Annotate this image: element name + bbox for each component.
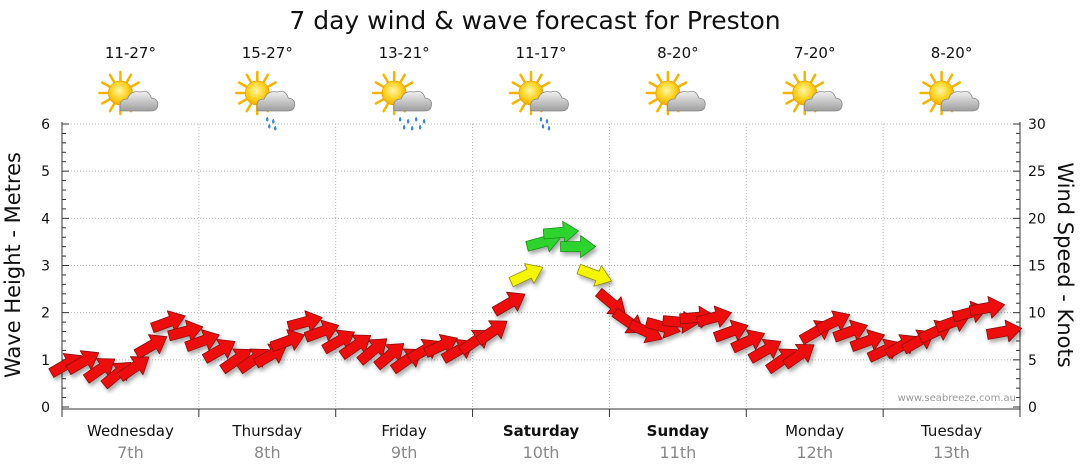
left-tick-label: 5 bbox=[41, 164, 50, 180]
left-axis-ticks: 0 1 2 3 4 5 6 bbox=[41, 117, 69, 416]
wind-arrow bbox=[576, 263, 613, 287]
wind-arrow bbox=[82, 358, 116, 384]
left-tick-label: 6 bbox=[41, 117, 50, 133]
partly-cloudy-icon bbox=[645, 70, 706, 116]
wind-arrow bbox=[560, 235, 596, 259]
temperature-range: 8-20° bbox=[657, 44, 699, 62]
wind-arrow bbox=[475, 320, 508, 346]
day-name-label: Saturday bbox=[503, 422, 580, 440]
day-name-label: Thursday bbox=[231, 422, 302, 440]
temperature-range: 11-27° bbox=[105, 44, 156, 62]
partly-cloudy-icon bbox=[919, 70, 980, 116]
right-tick-label: 10 bbox=[1028, 306, 1046, 322]
partly-cloudy-icon bbox=[98, 70, 159, 116]
left-axis-title: Wave Height - Metres bbox=[1, 152, 25, 378]
right-tick-label: 15 bbox=[1028, 259, 1046, 275]
wind-arrow bbox=[133, 334, 168, 359]
left-tick-label: 2 bbox=[41, 306, 50, 322]
partly-cloudy-icon bbox=[782, 70, 843, 116]
wind-arrow bbox=[65, 350, 100, 375]
temperature-range: 8-20° bbox=[931, 44, 973, 62]
right-axis-title: Wind Speed - Knots bbox=[1053, 162, 1077, 367]
day-date-label: 10th bbox=[523, 443, 560, 462]
wind-arrow bbox=[985, 319, 1023, 343]
wind-arrow-series bbox=[48, 220, 1023, 390]
temperature-range: 7-20° bbox=[794, 44, 836, 62]
temperature-range: 15-27° bbox=[242, 44, 293, 62]
day-date-label: 13th bbox=[933, 443, 970, 462]
left-tick-label: 0 bbox=[41, 400, 50, 416]
day-date-label: 11th bbox=[659, 443, 696, 462]
day-date-label: 12th bbox=[796, 443, 833, 462]
wind-arrow bbox=[508, 263, 544, 288]
day-name-label: Wednesday bbox=[87, 422, 174, 440]
wind-arrow bbox=[167, 319, 204, 342]
right-axis-ticks: 0 5 10 15 20 25 30 bbox=[1013, 117, 1046, 416]
rain-icon bbox=[371, 70, 432, 131]
left-tick-label: 4 bbox=[41, 211, 50, 227]
wind-arrow bbox=[269, 329, 306, 352]
wind-arrow bbox=[286, 310, 323, 333]
right-tick-label: 0 bbox=[1028, 400, 1037, 416]
wind-arrow bbox=[713, 319, 749, 343]
wind-arrow bbox=[782, 343, 815, 370]
day-date-label: 7th bbox=[117, 443, 144, 462]
wind-arrow bbox=[542, 220, 579, 244]
wind-arrow bbox=[303, 319, 340, 343]
chart-title: 7 day wind & wave forecast for Preston bbox=[289, 6, 780, 35]
wind-arrow bbox=[321, 329, 355, 355]
wind-arrow bbox=[117, 356, 150, 382]
showers-icon bbox=[508, 70, 569, 131]
day-labels: Wednesday 7th Thursday 8th Friday 9th Saturday… bbox=[87, 422, 982, 462]
showers-icon bbox=[235, 70, 296, 131]
left-tick-label: 3 bbox=[41, 259, 50, 275]
temperature-range: 11-17° bbox=[515, 44, 566, 62]
grid-lines bbox=[62, 123, 1020, 407]
wind-arrow bbox=[491, 291, 526, 317]
right-tick-label: 20 bbox=[1028, 211, 1046, 227]
right-tick-label: 30 bbox=[1028, 117, 1046, 133]
day-date-label: 9th bbox=[391, 443, 418, 462]
left-tick-label: 1 bbox=[41, 353, 50, 369]
wind-arrow bbox=[338, 334, 372, 360]
day-name-label: Monday bbox=[785, 422, 844, 440]
wind-arrow bbox=[373, 343, 405, 371]
right-tick-label: 5 bbox=[1028, 353, 1037, 369]
wind-arrow bbox=[201, 338, 236, 364]
right-tick-label: 25 bbox=[1028, 164, 1046, 180]
wind-arrow bbox=[968, 296, 1006, 319]
wind-arrow bbox=[356, 338, 388, 366]
watermark: www.seabreeze.com.au bbox=[898, 393, 1016, 404]
wind-arrow bbox=[832, 319, 868, 343]
wind-arrow bbox=[849, 329, 885, 352]
wind-arrow bbox=[747, 338, 782, 364]
day-name-label: Friday bbox=[381, 422, 427, 440]
wind-arrow bbox=[815, 310, 851, 335]
day-name-label: Sunday bbox=[647, 422, 710, 440]
wind-arrow bbox=[150, 310, 186, 334]
day-date-label: 8th bbox=[254, 443, 281, 462]
temperature-range: 13-21° bbox=[379, 44, 430, 62]
daily-weather-header: 11-27° 15-27° 13-21° 11-17° 8-20° 7-20° 8-20° bbox=[98, 44, 980, 131]
wind-arrow bbox=[184, 329, 220, 352]
wind-arrow bbox=[695, 305, 732, 328]
wind-arrow bbox=[730, 329, 765, 354]
day-name-label: Tuesday bbox=[920, 422, 982, 440]
